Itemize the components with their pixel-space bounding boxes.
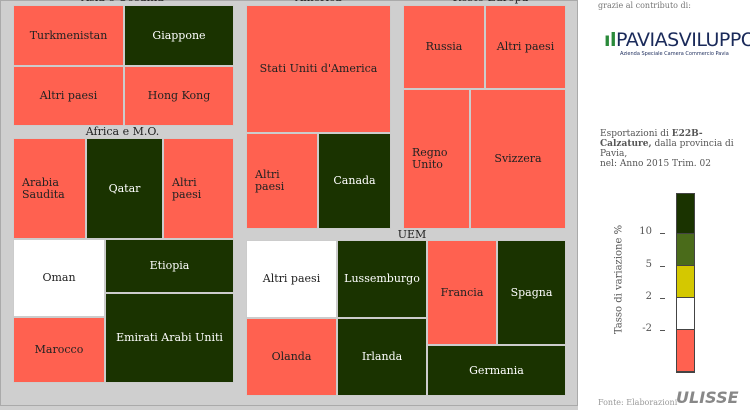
treemap-cell: Oman (13, 239, 105, 317)
logo-sub: Azienda Speciale Camera Commercio Pavia (620, 51, 729, 57)
treemap-cell: Altri paesi (485, 5, 566, 89)
desc-period: nel: Anno 2015 Trim. 02 (600, 159, 711, 169)
treemap-cell: Stati Uniti d'America (246, 5, 391, 133)
treemap-cell: Altri paesi (246, 240, 337, 318)
legend-swatch (677, 298, 694, 330)
legend-swatch (677, 266, 694, 298)
legend-tick-label: 10 (639, 226, 652, 237)
treemap-cell: Etiopia (105, 239, 234, 293)
treemap-cell: Irlanda (337, 318, 427, 396)
legend-tick (660, 298, 665, 299)
legend-tick-label: -2 (642, 323, 652, 334)
treemap-cell: Altri paesi (163, 138, 234, 239)
source: Fonte: Elaborazioni (598, 398, 678, 407)
group-header: Asia e Oceania (0, 0, 245, 4)
treemap-cell: Marocco (13, 317, 105, 383)
legend-swatch (677, 194, 694, 234)
group-header: America (246, 0, 391, 4)
treemap-cell: Francia (427, 240, 497, 345)
treemap-cell: Lussemburgo (337, 240, 427, 318)
description: Esportazioni di E22B-Calzature, dalla pr… (600, 129, 745, 169)
desc-post: dalla provincia di Pavia, (600, 139, 734, 159)
logo: ılPAVIASVILUPPO (604, 29, 750, 51)
legend-tick (660, 330, 665, 331)
treemap-cell: Regno Unito (403, 89, 470, 229)
group-header: Resto Europa (403, 0, 578, 4)
group-header: UEM (397, 228, 427, 241)
treemap-cell: Germania (427, 345, 566, 396)
legend-swatch (677, 234, 694, 266)
treemap-cell: Altri paesi (246, 133, 318, 229)
legend-tick (660, 233, 665, 234)
treemap-cell: Emirati Arabi Uniti (105, 293, 234, 383)
desc-pre: Esportazioni di (600, 129, 669, 139)
desc-bold: E22B-Calzature, (600, 129, 703, 149)
legend-swatch (677, 330, 694, 372)
legend-tick (660, 266, 665, 267)
logo-text: PAVIASVILUPPO (616, 29, 750, 51)
treemap-cell: Arabia Saudita (13, 138, 86, 239)
treemap-cell: Canada (318, 133, 391, 229)
legend-title: Tasso di variazione % (613, 224, 625, 335)
treemap-cell: Russia (403, 5, 485, 89)
treemap-cell: Olanda (246, 318, 337, 396)
treemap-cell: Altri paesi (13, 66, 124, 126)
treemap-cell: Svizzera (470, 89, 566, 229)
group-header: Africa e M.O. (85, 125, 160, 138)
legend-tick-label: 2 (645, 291, 652, 302)
treemap-cell: Giappone (124, 5, 234, 66)
thanks: grazie al contributo di: (598, 1, 691, 10)
treemap-cell: Spagna (497, 240, 566, 345)
treemap-frame (0, 0, 578, 406)
treemap-cell: Turkmenistan (13, 5, 124, 66)
legend-bar (676, 193, 695, 373)
legend-tick-label: 5 (645, 259, 652, 270)
source-logo: ULISSE (676, 388, 739, 407)
treemap-cell: Qatar (86, 138, 163, 239)
treemap-cell: Hong Kong (124, 66, 234, 126)
